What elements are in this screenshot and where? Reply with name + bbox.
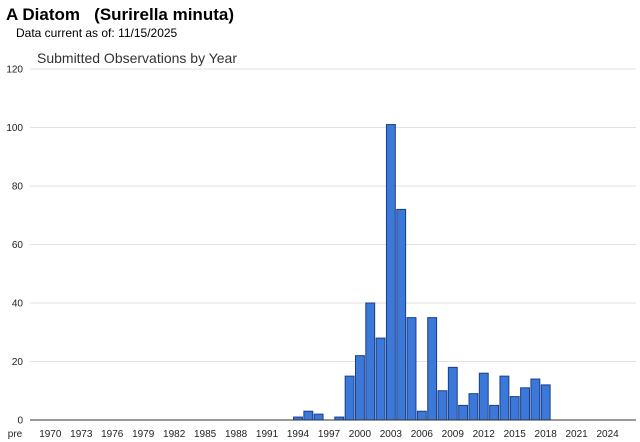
y-axis-ticks: 0 20 40 60 80 100 120 bbox=[6, 65, 23, 427]
x-tick-label: pre bbox=[8, 429, 23, 440]
x-tick-label: 1976 bbox=[101, 429, 124, 440]
x-tick-label: 1970 bbox=[39, 429, 62, 440]
x-tick-label: 2012 bbox=[473, 429, 496, 440]
bar-2005 bbox=[406, 317, 417, 421]
bar-2018 bbox=[540, 384, 551, 421]
data-current-line: Data current as of: 11/15/2025 bbox=[16, 26, 234, 40]
bar-2002 bbox=[375, 337, 386, 421]
y-tick-label: 100 bbox=[6, 123, 23, 134]
bar-2011 bbox=[468, 393, 479, 421]
species-scientific-name: (Surirella minuta) bbox=[94, 5, 234, 24]
x-tick-label: 1973 bbox=[70, 429, 93, 440]
x-tick-label: 1988 bbox=[225, 429, 248, 440]
x-tick-label: 2015 bbox=[504, 429, 527, 440]
bar-2012 bbox=[478, 372, 489, 421]
x-tick-label: 2009 bbox=[442, 429, 465, 440]
x-axis-ticks: pre 1970 1973 1976 1979 1982 1985 1988 1991 1994 1… bbox=[8, 429, 619, 440]
page-title: A Diatom (Surirella minuta) bbox=[6, 4, 234, 26]
bar-2015 bbox=[509, 396, 520, 421]
bar-2003 bbox=[385, 124, 396, 421]
y-tick-label: 80 bbox=[12, 182, 24, 193]
bar-2004 bbox=[396, 208, 407, 421]
data-current-label: Data current as of: bbox=[16, 26, 115, 40]
x-tick-label: 1994 bbox=[287, 429, 310, 440]
y-tick-label: 120 bbox=[6, 65, 23, 76]
x-tick-label: 1997 bbox=[318, 429, 341, 440]
x-tick-label: 2000 bbox=[349, 429, 372, 440]
bar-1996 bbox=[313, 413, 324, 421]
x-tick-label: 1982 bbox=[163, 429, 186, 440]
bar-2017 bbox=[530, 378, 541, 421]
x-tick-label: 2018 bbox=[535, 429, 558, 440]
y-tick-label: 40 bbox=[12, 299, 24, 310]
x-tick-label: 2024 bbox=[596, 429, 619, 440]
y-tick-label: 0 bbox=[17, 416, 23, 427]
x-tick-label: 1979 bbox=[132, 429, 155, 440]
bar-2000 bbox=[354, 355, 365, 421]
header: A Diatom (Surirella minuta) Data current… bbox=[6, 4, 234, 40]
bar-2014 bbox=[499, 375, 510, 421]
chart-title: Submitted Observations by Year bbox=[37, 50, 237, 66]
chart-gridlines bbox=[30, 68, 636, 362]
bar-1995 bbox=[303, 410, 314, 421]
bar-2008 bbox=[437, 390, 448, 421]
bar-1999 bbox=[344, 375, 355, 421]
x-tick-label: 2006 bbox=[411, 429, 434, 440]
y-tick-label: 20 bbox=[12, 357, 24, 368]
species-common-name: A Diatom bbox=[6, 5, 80, 24]
y-tick-label: 60 bbox=[12, 240, 24, 251]
bar-2001 bbox=[365, 302, 376, 421]
chart-bars bbox=[293, 124, 551, 421]
x-tick-label: 1991 bbox=[256, 429, 279, 440]
bar-2016 bbox=[520, 387, 530, 421]
bar-2009 bbox=[447, 366, 458, 421]
x-tick-label: 1985 bbox=[194, 429, 217, 440]
bar-2007 bbox=[427, 317, 438, 421]
bar-2006 bbox=[416, 410, 427, 421]
data-current-date: 11/15/2025 bbox=[118, 26, 178, 40]
bar-2013 bbox=[489, 404, 500, 421]
bar-2010 bbox=[458, 404, 469, 421]
x-tick-label: 2003 bbox=[380, 429, 403, 440]
x-tick-label: 2021 bbox=[566, 429, 589, 440]
